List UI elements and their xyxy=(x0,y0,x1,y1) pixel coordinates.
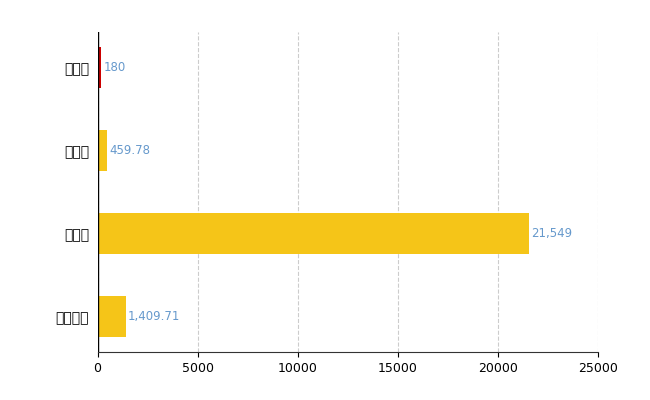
Text: 180: 180 xyxy=(103,61,125,74)
Text: 1,409.71: 1,409.71 xyxy=(128,310,181,323)
Bar xyxy=(98,296,125,338)
Bar xyxy=(98,46,101,88)
Bar xyxy=(98,130,107,171)
Bar xyxy=(98,213,529,254)
Text: 21,549: 21,549 xyxy=(531,227,573,240)
Text: 459.78: 459.78 xyxy=(109,144,150,157)
